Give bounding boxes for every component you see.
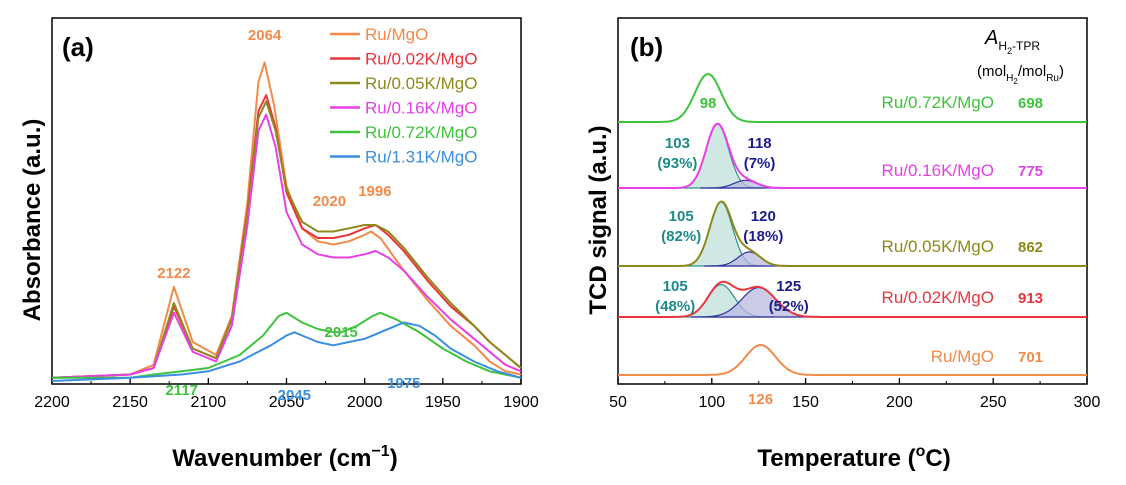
h2-uptake-value: 862 [1018,239,1043,256]
x-tick-label-a: 2100 [191,394,227,411]
peak-temp-label: 98 [700,95,717,112]
h2-tpr-unit-sub-ru: Ru [1046,73,1059,84]
peak-label-a: 2015 [325,324,358,341]
legend-label-a: Ru/MgO [365,25,428,44]
series-ru-0-72k-mgo [52,311,522,379]
peak-label-a: 2045 [278,387,311,404]
h2-uptake-value: 701 [1018,349,1043,366]
h2-tpr-unit: (molH2/molRu) [977,63,1064,86]
plot-frame-a [51,17,522,385]
x-ticks-a: 2200 2150 2100 2050 2000 1950 1900 [34,378,539,411]
peak-temp-label: 125 [776,278,801,295]
tpr-curve [618,343,1087,376]
peak-percent-label: (7%) [744,155,776,172]
h2-uptake-value: 913 [1018,290,1043,307]
h2-tpr-header: AH2-TPR [984,27,1040,56]
y-axis-title-a: Absorbance (a.u.) [19,119,46,322]
trace-ru-0-16k-mgo: 103 (93%) 118 (7%) Ru/0.16K/MgO 775 [618,122,1087,189]
series-ru-0-16k-mgo [51,113,522,379]
tpr-curve [618,72,1087,123]
peak-percent-label: (82%) [661,228,701,245]
h2-uptake-value: 775 [1018,163,1043,180]
h2-tpr-header-sub1: H [998,39,1007,53]
h2-uptake-value: 698 [1018,95,1043,112]
peak-temp-label: 120 [751,208,776,225]
series-ru-1-31k-mgo [51,321,522,382]
trace-name-label: Ru/0.05K/MgO [882,237,994,256]
trace-ru-0-72k-mgo: 98 Ru/0.72K/MgO 698 [618,72,1087,123]
peak-label-a: 1996 [358,183,391,200]
h2-tpr-unit-close: ) [1059,63,1064,80]
peak-label-a: 2122 [157,265,190,282]
x-tick-label-b: 150 [792,394,819,411]
peak-temp-label: 103 [665,135,690,152]
x-tick-label-b: 300 [1074,394,1101,411]
x-tick-label-a: 2200 [34,394,70,411]
plot-frame-b [617,17,1088,385]
x-tick-label-a: 2050 [269,394,305,411]
peak-percent-label: (48%) [655,298,695,315]
x-tick-label-a: 1900 [503,394,539,411]
peak-percent-label: (18%) [743,228,783,245]
x-ticks-b: 50 100 150 200 250 300 [609,378,1100,411]
legend-label-a: Ru/0.02K/MgO [365,50,477,69]
peak-percent-label: (52%) [769,298,809,315]
x-tick-label-b: 200 [886,394,913,411]
tpr-curve [618,200,1087,267]
x-axis-title-a: Wavenumber (cm−1) [172,443,397,472]
x-axis-title-b: Temperature (oC) [757,443,950,472]
trace-ru-mgo: 126 Ru/MgO 701 [618,343,1087,408]
x-axis-title-b-close: C) [925,445,950,472]
series-ru-0-05k-mgo [51,100,522,379]
x-tick-label-b: 100 [698,394,725,411]
h2-tpr-header-sub2: 2 [1007,46,1012,56]
tpr-curve [618,280,1087,318]
trace-ru-0-02k-mgo: 105 (48%) 125 (52%) Ru/0.02K/MgO 913 [618,278,1087,318]
panel-b: 50 100 150 200 250 300 98 Ru/0.72K/MgO 698 103 (9… [585,17,1100,472]
panel-label-b: (b) [630,32,663,62]
peak-temp-label: 105 [663,278,688,295]
trace-name-label: Ru/0.72K/MgO [882,93,994,112]
trace-name-label: Ru/0.02K/MgO [882,288,994,307]
panel-label-a: (a) [62,32,94,62]
x-axis-title-b-sup: o [916,443,926,460]
tpr-curve [618,122,1087,189]
peak-temp-label: 126 [748,391,773,408]
trace-ru-0-05k-mgo: 105 (82%) 120 (18%) Ru/0.05K/MgO 862 [618,200,1087,267]
peak-temp-label: 118 [747,135,771,152]
legend-label-a: Ru/0.05K/MgO [365,74,477,93]
h2-tpr-unit-mid: /mol [1018,63,1046,80]
peak-label-a: 2020 [313,193,346,210]
x-tick-label-a: 1950 [425,394,461,411]
curves-a [51,61,522,382]
x-tick-label-b: 250 [980,394,1007,411]
series-ru-mgo [51,61,522,379]
peak-temp-label: 105 [669,208,694,225]
x-axis-title-a-sup: −1 [371,443,389,460]
h2-tpr-unit-sub-h: H [1006,73,1013,84]
h2-tpr-unit-sub-2: 2 [1013,77,1018,86]
peak-annotations-a: 2064 2122 2020 1996 2117 2015 2045 1975 [157,27,420,404]
legend-label-a: Ru/1.31K/MgO [365,148,477,167]
x-tick-label-b: 50 [609,394,627,411]
x-tick-label-a: 2150 [112,394,148,411]
trace-name-label: Ru/0.16K/MgO [882,161,994,180]
y-axis-title-b: TCD signal (a.u.) [585,125,612,314]
traces-b: 98 Ru/0.72K/MgO 698 103 (93%) 118 (7%) Ru/0.16K… [618,72,1087,408]
panel-a: 2200 2150 2100 2050 2000 1950 1900 2064 2122 202… [19,17,539,472]
legend-label-a: Ru/0.72K/MgO [365,123,477,142]
x-tick-label-a: 2000 [347,394,383,411]
peak-label-a: 1975 [387,375,420,392]
x-axis-title-a-close: ) [390,445,398,472]
trace-name-label: Ru/MgO [931,347,994,366]
peak-percent-label: (93%) [657,155,697,172]
legend-a: Ru/MgO Ru/0.02K/MgO Ru/0.05K/MgO Ru/0.16K/M… [330,25,477,167]
legend-label-a: Ru/0.16K/MgO [365,99,477,118]
h2-tpr-header-sub3: -TPR [1012,39,1040,53]
peak-label-a: 2117 [165,382,198,399]
peak-label-a: 2064 [248,27,282,44]
